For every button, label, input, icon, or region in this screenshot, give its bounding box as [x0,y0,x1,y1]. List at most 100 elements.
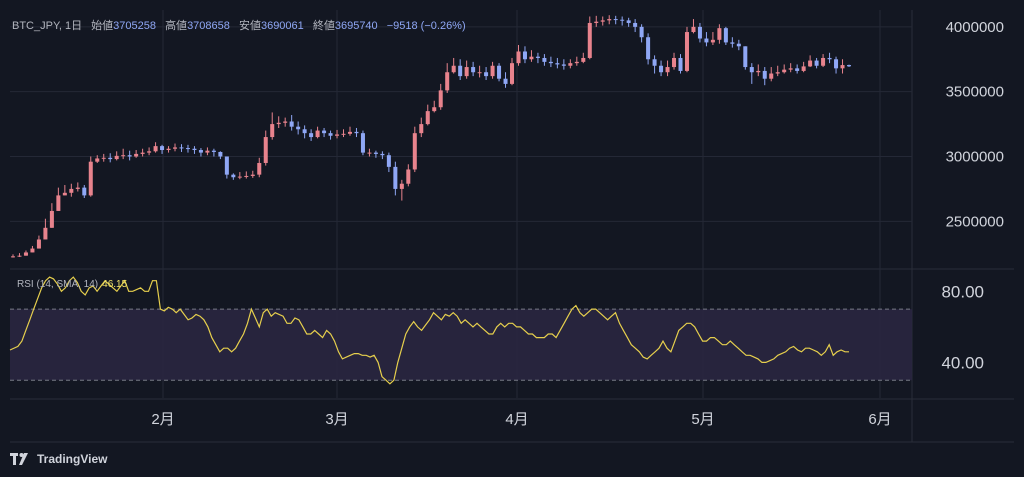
candle-body [613,19,618,21]
candle-body [497,65,502,79]
candle-body [412,133,417,170]
candle-body [263,137,268,163]
candle-body [88,161,93,196]
candle-body [756,70,761,73]
candle-body [360,133,365,153]
candle-body [114,155,119,160]
candle-body [594,21,599,23]
candle-body [646,37,651,60]
candle-body [678,57,683,71]
candle-body [276,122,281,125]
candle-body [522,51,527,60]
candle-body [581,57,586,62]
candle-body [406,169,411,184]
candle-body [808,60,813,67]
candle-body [788,68,793,70]
low-value: 3690061 [260,20,304,32]
candle-body [626,20,631,23]
candle-body [672,57,677,68]
candle-body [373,152,378,154]
candle-body [814,60,819,66]
candle-body [458,65,463,77]
candle-body [743,46,748,68]
candle-body [347,131,353,134]
candle-body [490,65,495,77]
candle-body [568,63,573,66]
candle-body [801,66,806,71]
symbol-info: BTC_JPY, 1日 始値3705258 高値3708658 安値369006… [12,17,466,33]
candle-body [633,22,638,27]
x-tick-label: 3月 [325,411,348,428]
candle-body [322,130,327,134]
candle-body [535,56,540,58]
candle-body [354,131,359,134]
tradingview-logo[interactable]: TradingView [10,452,107,466]
x-tick-label: 4月 [505,411,528,428]
candle-body [846,65,852,67]
candle-body [704,38,709,43]
candle-body [762,70,767,79]
x-tick-label: 6月 [868,411,891,428]
high-value: 3708658 [187,20,230,32]
candle-body [127,155,132,157]
candle-body [736,43,741,47]
candle-body [289,121,294,127]
candle-body [147,151,152,153]
rsi-value: 46.15 [102,279,128,290]
candle-body [192,148,197,151]
candle-body [237,176,242,178]
candle-body [205,150,210,153]
candle-body [471,67,476,73]
candle-body [82,187,87,196]
candle-body [367,152,372,154]
candle-body [555,63,560,65]
candle-body [775,72,780,74]
candle-body [587,22,592,58]
candle-body [380,153,385,156]
rsi-tick-label: 80.00 [941,282,984,301]
candle-body [134,153,139,157]
candle-body [296,126,301,130]
rsi-line [9,276,849,385]
symbol-label: BTC_JPY, 1日 [12,20,83,32]
candle-body [257,162,262,175]
candle-body [769,73,774,79]
candle-body [108,157,113,160]
candle-body [10,256,16,258]
candle-body [723,28,728,43]
candle-body [62,192,67,196]
candle-body [419,124,424,134]
candle-body [639,26,644,38]
candle-body [185,148,190,150]
candle-body [548,61,553,64]
low-label: 安値 [238,20,261,32]
x-tick-label: 5月 [691,411,714,428]
candle-body [840,65,845,69]
candle-body [218,151,223,157]
candle-body [69,188,74,193]
candle-body [179,147,184,149]
candle-body [477,72,482,74]
y-tick-label: 3500000 [946,84,1004,101]
candle-body [231,174,236,178]
close-value: 3695740 [334,20,378,32]
candle-body [153,146,158,152]
candle-body [399,183,404,189]
candle-body [393,166,398,189]
rsi-tick-label: 40.00 [941,353,984,372]
candle-body [620,19,625,21]
close-label: 終値 [312,20,335,32]
candle-body [484,72,489,77]
candle-body [821,57,826,66]
candle-body [827,57,832,60]
candle-body [684,32,689,71]
candle-body [516,51,521,64]
candle-body [425,111,430,125]
candle-body [101,157,106,159]
candle-body [697,26,702,39]
open-label: 始値 [91,20,114,32]
candle-body [121,155,126,157]
candle-body [574,61,579,64]
tradingview-brand: TradingView [37,452,108,466]
